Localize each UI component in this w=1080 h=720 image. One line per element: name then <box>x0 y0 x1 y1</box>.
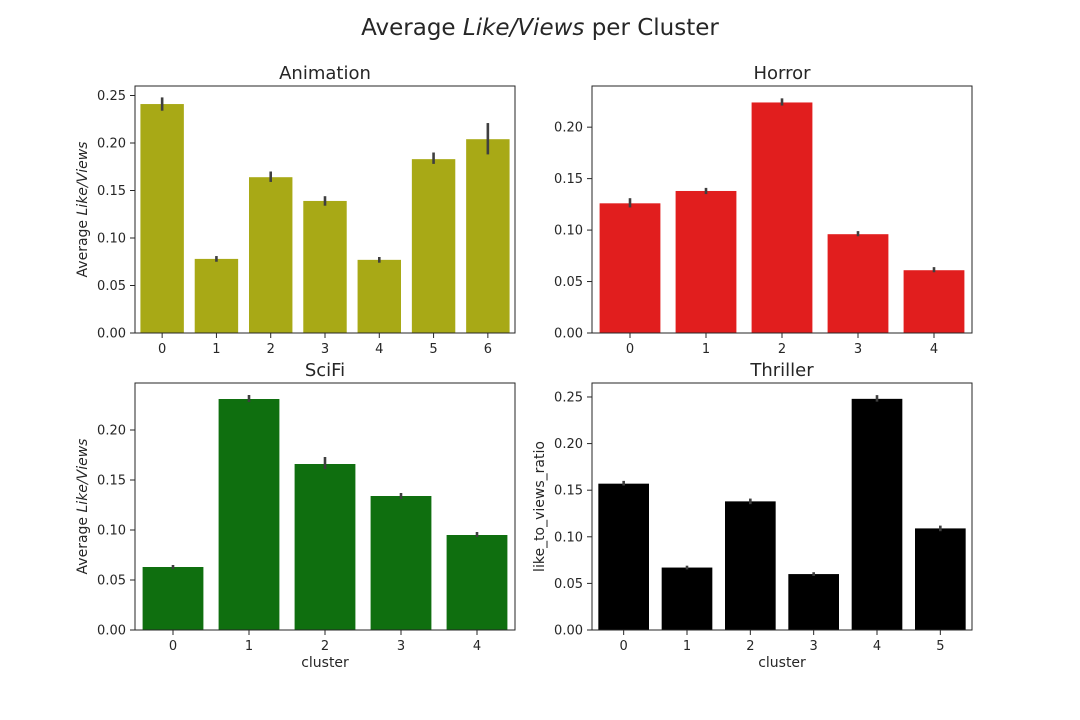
y-tick-label: 0.10 <box>554 530 583 545</box>
bar <box>218 399 280 630</box>
y-tick-label: 0.20 <box>554 437 583 452</box>
figure-title-italic: Like/Views <box>463 15 585 41</box>
y-tick-label: 0.15 <box>97 474 126 489</box>
y-tick-label: 0.25 <box>97 89 126 104</box>
y-axis-label: like_to_views_ratio <box>532 441 548 572</box>
bar <box>446 535 508 630</box>
bar <box>725 501 776 630</box>
figure-title-prefix: Average <box>361 15 463 41</box>
bar <box>140 104 184 333</box>
bar <box>915 528 966 630</box>
y-tick-label: 0.20 <box>97 137 126 152</box>
x-tick-label: 2 <box>746 639 754 654</box>
x-axis-label: cluster <box>301 655 349 671</box>
y-tick-label: 0.10 <box>554 224 583 239</box>
x-axis-label: cluster <box>758 655 806 671</box>
y-tick-label: 0.15 <box>554 484 583 499</box>
x-tick-label: 3 <box>854 342 862 357</box>
x-tick-label: 5 <box>429 342 437 357</box>
y-axis-label: Average Like/Views <box>75 439 91 575</box>
figure-title: Average Like/Views per Cluster <box>361 15 719 41</box>
y-axis-label-italic: Like/Views <box>75 142 91 216</box>
x-tick-label: 5 <box>936 639 944 654</box>
subplot-title: Animation <box>279 63 371 84</box>
x-tick-label: 6 <box>484 342 492 357</box>
bar <box>598 483 649 630</box>
panel-animation: 0.00 0.05 0.10 0.15 0.20 0.25 0 1 2 3 4 5 6 Animation… <box>75 63 516 357</box>
x-tick-label: 1 <box>683 639 691 654</box>
y-tick-label: 0.05 <box>97 574 126 589</box>
y-tick-label: 0.00 <box>97 624 126 639</box>
panel-thriller: 0.00 0.05 0.10 0.15 0.20 0.25 0 1 2 3 4 5 Thriller cl… <box>532 360 973 671</box>
bar <box>903 270 965 333</box>
x-tick-label: 2 <box>778 342 786 357</box>
y-tick-label: 0.00 <box>97 327 126 342</box>
x-tick-label: 3 <box>321 342 329 357</box>
subplot-title: Horror <box>753 63 811 84</box>
x-tick-label: 4 <box>873 639 881 654</box>
y-tick-label: 0.25 <box>554 390 583 405</box>
y-tick-label: 0.00 <box>554 327 583 342</box>
x-tick-label: 1 <box>245 639 253 654</box>
bar <box>357 259 401 333</box>
y-tick-label: 0.05 <box>97 279 126 294</box>
bar <box>194 258 239 333</box>
subplot-title: Thriller <box>749 360 814 381</box>
bar <box>599 203 661 333</box>
x-tick-label: 0 <box>620 639 628 654</box>
bar <box>751 102 813 333</box>
y-axis-label-prefix: Average <box>75 513 91 575</box>
x-tick-label: 4 <box>930 342 938 357</box>
x-tick-label: 0 <box>158 342 166 357</box>
x-tick-label: 3 <box>397 639 405 654</box>
panel-horror: 0.00 0.05 0.10 0.15 0.20 0 1 2 3 4 Horror <box>554 63 973 357</box>
x-tick-label: 4 <box>473 639 481 654</box>
x-tick-label: 2 <box>321 639 329 654</box>
y-axis-label-prefix: Average <box>75 216 91 278</box>
x-tick-label: 0 <box>169 639 177 654</box>
bar <box>370 496 432 630</box>
y-tick-label: 0.15 <box>97 184 126 199</box>
y-tick-label: 0.10 <box>97 524 126 539</box>
y-tick-label: 0.00 <box>554 624 583 639</box>
bar <box>142 567 204 630</box>
y-tick-label: 0.05 <box>554 577 583 592</box>
bar <box>851 398 903 630</box>
subplot-title: SciFi <box>305 360 345 381</box>
figure-title-suffix: per Cluster <box>584 15 719 41</box>
x-tick-label: 0 <box>626 342 634 357</box>
y-tick-label: 0.15 <box>554 172 583 187</box>
y-tick-label: 0.20 <box>554 121 583 136</box>
y-axis-label: Average Like/Views <box>75 142 91 278</box>
bar <box>788 574 839 630</box>
y-tick-label: 0.10 <box>97 232 126 247</box>
bar <box>303 200 347 333</box>
panel-scifi: 0.00 0.05 0.10 0.15 0.20 0 1 2 3 4 SciFi cluster Ave… <box>75 360 516 671</box>
x-tick-label: 4 <box>375 342 383 357</box>
x-tick-label: 2 <box>267 342 275 357</box>
x-tick-label: 1 <box>212 342 220 357</box>
bar <box>675 190 737 333</box>
bar <box>827 234 889 333</box>
bar <box>411 159 456 333</box>
y-tick-label: 0.20 <box>97 424 126 439</box>
y-axis-label-italic: Like/Views <box>75 439 91 513</box>
y-tick-label: 0.05 <box>554 275 583 290</box>
bar <box>661 567 713 630</box>
bar <box>294 464 356 630</box>
x-tick-label: 3 <box>810 639 818 654</box>
bar <box>466 139 510 333</box>
bar <box>249 177 293 333</box>
axes-frame <box>591 382 973 631</box>
x-tick-label: 1 <box>702 342 710 357</box>
